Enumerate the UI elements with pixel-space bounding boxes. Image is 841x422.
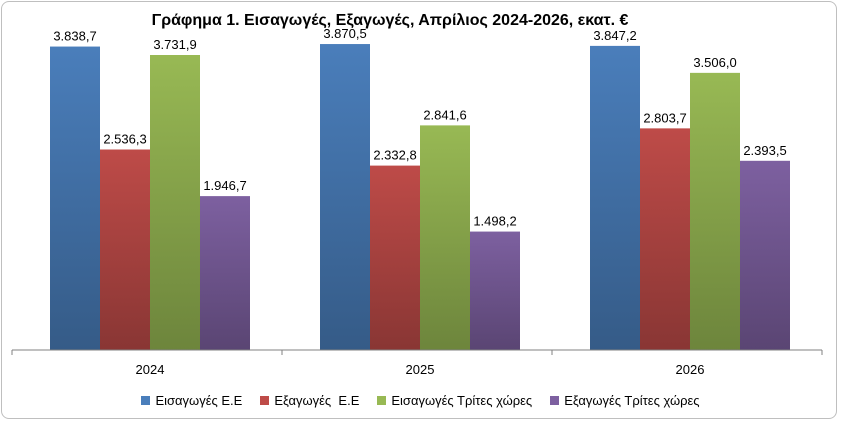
legend-item-1: Εισαγωγές Ε.Ε	[141, 393, 242, 408]
legend-item-2: Εξαγωγές Ε.Ε	[260, 393, 359, 408]
data-label-2026-series-2: 2.803,7	[643, 110, 686, 125]
data-label-2024-series-1: 3.838,7	[53, 29, 96, 44]
x-tick-label-2026: 2026	[676, 362, 705, 377]
bar-2024-series-2	[100, 149, 150, 350]
bar-2024-series-3	[150, 55, 200, 350]
x-tick-label-2024: 2024	[136, 362, 165, 377]
data-label-2026-series-4: 2.393,5	[743, 143, 786, 158]
data-label-2024-series-3: 3.731,9	[153, 37, 196, 52]
legend-item-4: Εξαγωγές Τρίτες χώρες	[550, 393, 700, 408]
data-label-2024-series-2: 2.536,3	[103, 132, 146, 147]
bar-2025-series-3	[420, 125, 470, 350]
legend-label: Εξαγωγές Ε.Ε	[274, 393, 360, 408]
data-label-2024-series-4: 1.946,7	[203, 178, 246, 193]
legend-swatch	[260, 396, 270, 405]
data-label-2025-series-2: 2.332,8	[373, 148, 416, 163]
bar-2026-series-4	[740, 160, 790, 350]
bar-2026-series-1	[590, 45, 640, 350]
bar-2026-series-3	[690, 72, 740, 351]
legend-item-3: Εισαγωγές Τρίτες χώρες	[377, 393, 532, 408]
bar-2024-series-4	[200, 196, 250, 350]
bar-2025-series-1	[320, 44, 370, 350]
legend-swatch	[377, 396, 387, 405]
chart-title: Γράφημα 1. Εισαγωγές, Εξαγωγές, Απρίλιος…	[151, 12, 629, 29]
legend-label: Εισαγωγές Ε.Ε	[155, 393, 243, 408]
bar-2024-series-1	[50, 46, 100, 350]
legend-swatch	[550, 396, 560, 405]
x-tick-label-2025: 2025	[406, 362, 435, 377]
data-label-2025-series-1: 3.870,5	[323, 26, 366, 41]
data-label-2025-series-4: 1.498,2	[473, 214, 516, 229]
data-label-2025-series-3: 2.841,6	[423, 107, 466, 122]
bar-2025-series-2	[370, 165, 420, 350]
data-label-2026-series-1: 3.847,2	[593, 28, 636, 43]
legend-label: Εξαγωγές Τρίτες χώρες	[564, 393, 700, 408]
bar-2025-series-4	[470, 231, 520, 350]
data-label-2026-series-3: 3.506,0	[693, 55, 736, 70]
legend: Εισαγωγές Ε.Ε Εξαγωγές Ε.Ε Εισαγωγές Τρίτε…	[0, 393, 841, 408]
legend-swatch	[141, 396, 151, 405]
legend-label: Εισαγωγές Τρίτες χώρες	[391, 393, 533, 408]
bar-2026-series-2	[640, 128, 690, 350]
